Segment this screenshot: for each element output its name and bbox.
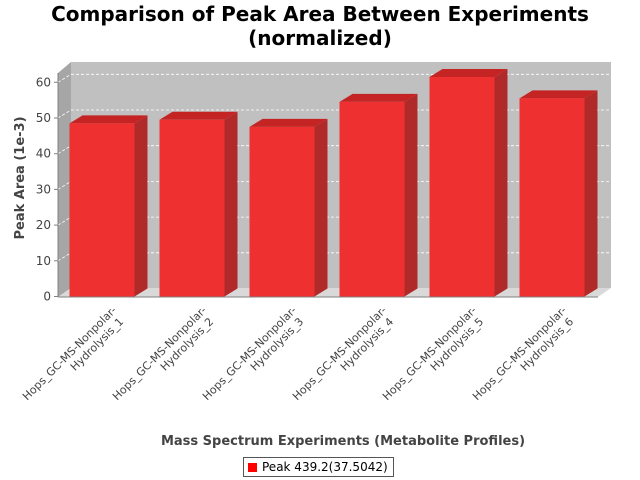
bar-side-face xyxy=(494,68,508,297)
bar-2 xyxy=(159,111,238,297)
legend-swatch xyxy=(248,462,257,472)
bar-3 xyxy=(249,118,328,297)
bar-top-face xyxy=(249,118,328,127)
bar-top-face xyxy=(519,90,598,99)
bar-front-face xyxy=(249,126,315,297)
chart-title-line-2: (normalized) xyxy=(248,26,392,50)
y-tick-label: 0 xyxy=(43,290,51,304)
y-axis-title: Peak Area (1e-3) xyxy=(13,116,28,239)
y-tick-label: 10 xyxy=(36,254,51,268)
chart-title: Comparison of Peak Area Between Experime… xyxy=(0,2,640,50)
bar-1 xyxy=(69,115,148,297)
bar-side-face xyxy=(584,90,598,297)
gridline-side xyxy=(57,216,72,226)
y-tick-label: 30 xyxy=(36,182,51,196)
y-tick-label: 20 xyxy=(36,218,51,232)
x-axis-title: Mass Spectrum Experiments (Metabolite Pr… xyxy=(161,434,525,449)
bar-side-face xyxy=(134,115,148,297)
bar-front-face xyxy=(429,76,495,297)
bar-front-face xyxy=(159,119,225,297)
chart-legend: Peak 439.2(37.5042) xyxy=(243,457,394,477)
gridline-side xyxy=(57,145,72,155)
bar-top-face xyxy=(429,68,508,77)
bar-side-face xyxy=(404,93,418,297)
bar-5 xyxy=(429,68,508,297)
y-tick-label: 40 xyxy=(36,147,51,161)
gridline-side xyxy=(57,181,72,190)
chart-title-line-1: Comparison of Peak Area Between Experime… xyxy=(51,2,589,26)
gridline-side xyxy=(57,109,72,119)
bar-side-face xyxy=(314,118,328,297)
bar-6 xyxy=(519,90,598,297)
gridline-side xyxy=(57,73,72,83)
bar-front-face xyxy=(339,101,405,297)
x-tick-label: Hops_GC-MS-Nonpolar-Hydrolysis_6 xyxy=(470,304,578,412)
plot-side-wall xyxy=(58,62,71,297)
bar-top-face xyxy=(339,93,418,102)
legend-label: Peak 439.2(37.5042) xyxy=(262,460,388,474)
gridline-side xyxy=(57,252,72,262)
bar-front-face xyxy=(519,98,585,297)
bar-front-face xyxy=(69,123,135,297)
bar-top-face xyxy=(69,115,148,124)
bar-top-face xyxy=(159,111,238,120)
bar-side-face xyxy=(224,111,238,297)
y-tick-label: 50 xyxy=(36,111,51,125)
bar-4 xyxy=(339,93,418,297)
y-tick-label: 60 xyxy=(36,75,51,89)
